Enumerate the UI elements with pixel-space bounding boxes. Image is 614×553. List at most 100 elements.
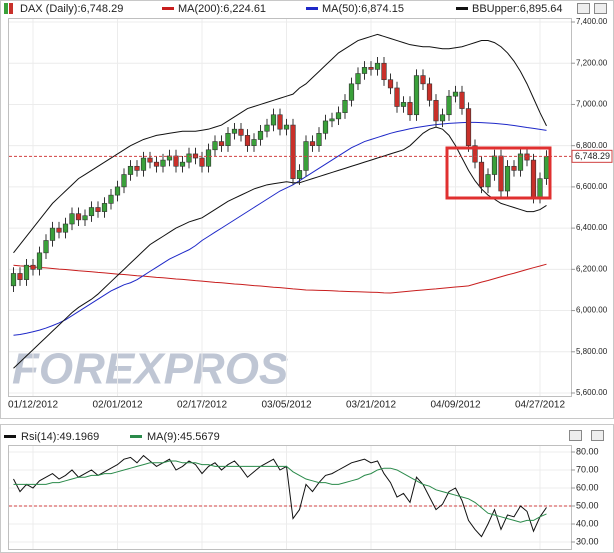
candle-body [69,213,75,225]
candle-body [309,141,316,146]
line-series [13,454,547,538]
legend-swatch [4,3,8,14]
last-price-box [571,149,613,163]
legend-swatch [162,7,174,10]
candle-body [420,75,426,85]
legend-label: Rsi(14):49.1969 [21,431,99,443]
candle-body [342,100,348,113]
y-tick-label: 6,400.00 [576,223,608,232]
candle-body [199,157,205,167]
candle-body [511,165,517,171]
candle-body [394,87,400,107]
candle-body [452,91,459,97]
highlight-box [445,146,552,200]
candle-body [374,62,381,70]
y-tick-label: 7,400.00 [576,17,608,26]
candle-body [290,124,296,179]
candle-body [160,159,166,167]
y-tick-label: 7,200.00 [576,58,608,67]
candle-body [400,102,407,107]
x-tick-label: 02/01/2012 [92,400,142,411]
candle-body [95,207,101,212]
x-tick-label: 04/09/2012 [430,400,480,411]
candle-body [368,67,374,70]
candle-body [478,161,485,188]
candle-body [335,112,342,120]
candle-body [485,174,491,188]
candle-body [140,157,147,171]
y-tick-label: 5,600.00 [576,388,608,397]
candle-body [173,155,179,167]
candle-body [62,223,69,233]
candle-body [498,155,504,192]
candle-body [329,118,335,122]
window-buttons[interactable] [569,3,607,441]
candle-body [134,165,140,171]
candle-body [30,264,36,270]
candle-body [381,62,387,81]
y-tick-label: 40.00 [576,518,599,528]
candle-body [251,139,257,146]
y-tick-label: 70.00 [576,464,599,474]
candle-body [283,124,290,130]
candle-body [270,114,277,126]
candle-body [186,153,192,163]
candle-body [244,135,251,146]
close-button[interactable] [591,430,604,441]
candle-body [75,213,82,221]
candle-body [530,159,537,198]
x-tick-label: 02/17/2012 [177,400,227,411]
candle-body [212,141,218,151]
candle-body [127,165,134,175]
candle-body [114,186,121,196]
y-tick-label: 6,200.00 [576,264,608,273]
candle-body [218,141,225,146]
x-tick-label: 01/12/2012 [8,400,58,411]
legend-swatch [456,7,468,10]
candle-body [205,149,212,167]
line-series [13,33,547,254]
x-tick-label: 04/27/2012 [515,400,565,411]
y-tick-label: 7,000.00 [576,100,608,109]
candle-body [88,207,95,217]
candle-body [459,91,465,109]
candle-body [322,120,329,134]
candle-body [446,95,452,116]
candle-body [517,153,524,171]
candle-body [147,157,153,163]
legend-label: BBUpper:6,895.64 [472,3,563,15]
line-series [13,126,547,369]
candle-body [49,227,56,241]
candle-body [264,124,270,132]
legend-label: DAX (Daily):6,748.29 [20,3,123,15]
candle-body [413,75,420,116]
candle-body [277,114,283,130]
candle-body [56,227,62,233]
close-button[interactable] [594,3,607,14]
minimize-button[interactable] [569,430,582,441]
candle-body [348,83,355,101]
candle-body [491,155,498,175]
line-series [13,121,547,336]
minimize-button[interactable] [577,3,590,14]
candle-body [225,133,231,146]
y-tick-label: 50.00 [576,500,599,510]
candle-body [82,215,88,221]
line-series [13,460,547,523]
candle-body [257,130,264,140]
candle-body [439,114,446,122]
candle-body [504,165,511,192]
legend-swatch [9,3,13,14]
candle-body [407,102,413,116]
legend-label: MA(200):6,224.61 [178,3,266,15]
candle-body [465,108,472,146]
candle-body [108,194,114,204]
candle-body [426,83,433,101]
y-tick-label: 60.00 [576,482,599,492]
legend-swatch [306,7,318,10]
y-tick-label: 6,000.00 [576,306,608,315]
candle-body [17,273,23,280]
candle-body [433,100,439,122]
last-price-label: 6,748.29 [575,151,610,161]
